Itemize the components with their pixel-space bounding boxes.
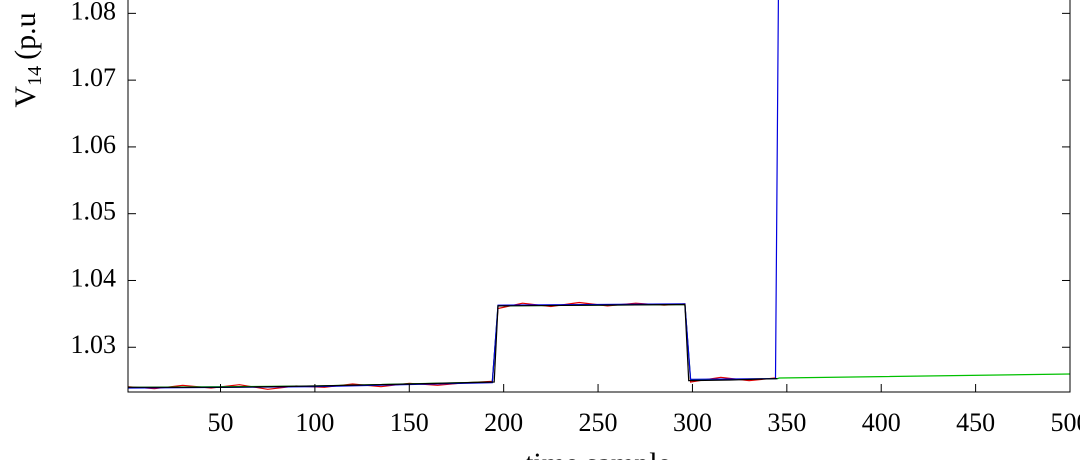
plot-area (128, 0, 1070, 390)
y-label-sub: 14 (24, 66, 46, 86)
y-tick-label: 1.04 (71, 263, 117, 292)
y-tick-label: 1.08 (71, 0, 117, 25)
x-tick-label: 300 (673, 408, 712, 437)
axes-frame (127, 0, 1071, 393)
x-tick-label: 350 (767, 408, 806, 437)
y-tick-label: 1.07 (71, 63, 117, 92)
x-tick-label: 50 (208, 408, 234, 437)
series-line (128, 301, 776, 390)
x-tick-label: 450 (956, 408, 995, 437)
series-line (128, 0, 779, 389)
x-tick-label: 150 (390, 408, 429, 437)
y-label-unit: (p.u (9, 12, 42, 60)
y-label-main: V (9, 86, 42, 108)
series-line (128, 303, 1070, 388)
y-tick-label: 1.06 (71, 130, 117, 159)
series-line (128, 303, 778, 388)
x-tick-label: 400 (862, 408, 901, 437)
x-tick-label: 100 (295, 408, 334, 437)
x-tick-label: 200 (484, 408, 523, 437)
x-axis-label: time sample (525, 447, 671, 460)
y-tick-label: 1.03 (71, 330, 117, 359)
y-axis-label: V14 (p.u (9, 12, 46, 107)
y-tick-label: 1.05 (71, 197, 117, 226)
x-tick-label: 250 (579, 408, 618, 437)
x-tick-label: 500 (1051, 408, 1080, 437)
